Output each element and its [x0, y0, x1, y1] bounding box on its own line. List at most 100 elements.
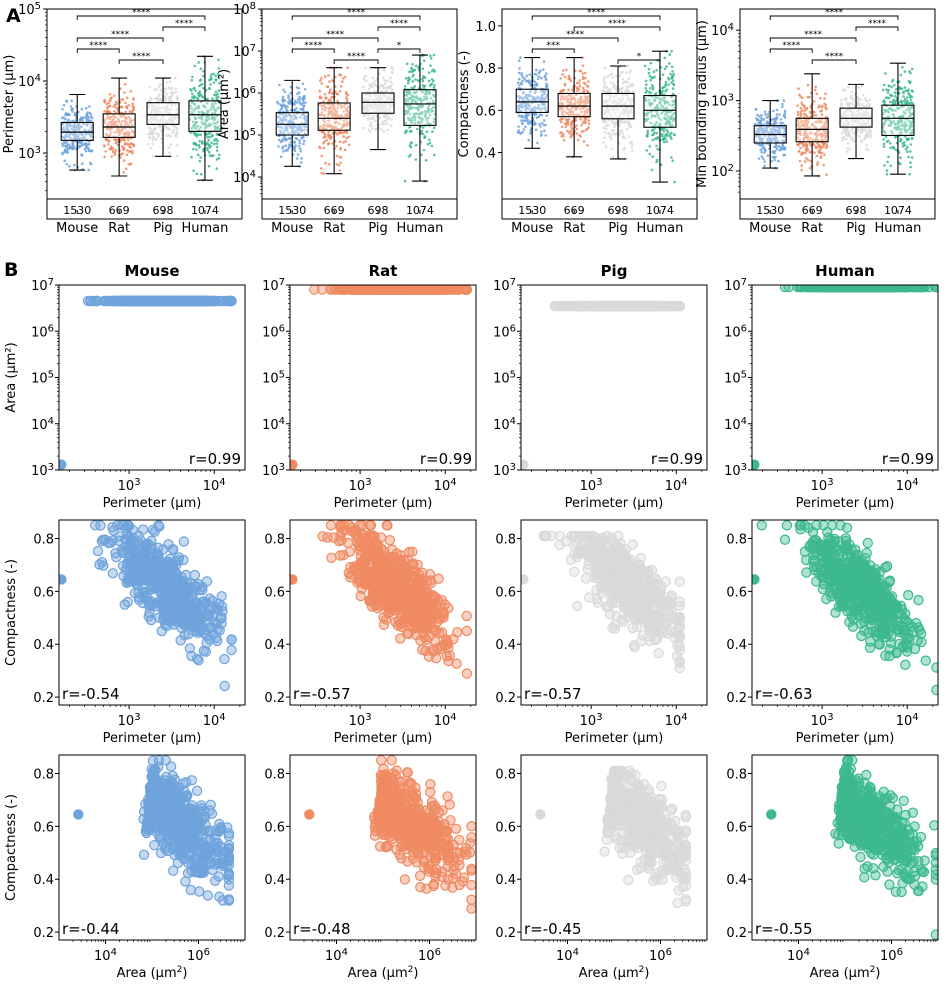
box-iqr	[795, 117, 829, 143]
point	[559, 131, 562, 134]
point	[520, 73, 523, 77]
point	[118, 131, 122, 134]
point	[906, 150, 909, 154]
point	[848, 148, 852, 151]
point	[655, 131, 659, 135]
point	[123, 143, 127, 146]
point	[198, 94, 201, 98]
point	[888, 100, 892, 104]
point	[198, 140, 201, 143]
point	[300, 136, 304, 140]
point	[521, 79, 525, 83]
point	[209, 76, 213, 79]
point	[81, 143, 84, 147]
point	[661, 86, 665, 89]
point	[297, 144, 301, 148]
point	[326, 142, 330, 146]
significance-bracket: ****	[291, 41, 335, 53]
point	[823, 153, 826, 156]
point	[431, 130, 434, 134]
point	[860, 140, 863, 144]
point	[148, 127, 152, 130]
y-tick-label: 105	[233, 127, 256, 144]
point	[405, 129, 408, 132]
point	[631, 149, 634, 153]
point	[627, 125, 631, 128]
point	[190, 155, 193, 159]
box-iqr	[839, 107, 873, 128]
point	[814, 85, 817, 89]
point	[424, 159, 428, 162]
point	[287, 145, 291, 149]
point	[65, 145, 69, 148]
point	[406, 81, 410, 85]
point	[320, 171, 324, 175]
point	[673, 133, 676, 137]
point	[857, 98, 860, 101]
point	[151, 135, 155, 139]
point	[132, 97, 135, 100]
point	[605, 127, 608, 131]
point	[801, 142, 804, 145]
point	[371, 127, 374, 131]
point	[859, 131, 863, 134]
point	[61, 142, 64, 145]
significance-label: ****	[804, 30, 823, 40]
point	[73, 127, 77, 130]
point	[621, 86, 624, 90]
significance-label: ****	[111, 30, 130, 40]
point	[781, 144, 785, 148]
point	[378, 116, 382, 120]
panel-label-a: A	[6, 5, 21, 27]
point	[822, 163, 825, 167]
point	[338, 89, 342, 93]
point	[868, 98, 871, 102]
point	[864, 147, 868, 151]
point	[282, 150, 285, 153]
point	[277, 138, 281, 142]
point	[584, 76, 587, 80]
point	[894, 88, 898, 91]
significance-bracket: ****	[811, 52, 857, 64]
point	[662, 140, 666, 144]
point	[426, 142, 430, 146]
point	[217, 153, 221, 157]
point	[413, 85, 417, 88]
point	[602, 141, 605, 144]
point	[69, 105, 73, 108]
point	[325, 138, 328, 142]
point	[155, 118, 159, 122]
point	[782, 153, 785, 157]
point	[806, 83, 810, 87]
point	[304, 101, 307, 104]
point	[174, 76, 177, 80]
point	[63, 150, 67, 154]
point	[904, 89, 908, 92]
point	[119, 105, 122, 109]
point	[66, 150, 69, 154]
point	[606, 75, 610, 78]
point	[70, 108, 73, 111]
point	[903, 86, 907, 89]
point	[86, 123, 89, 126]
point	[887, 88, 890, 92]
point	[374, 79, 378, 82]
point	[520, 119, 523, 122]
point	[798, 159, 802, 163]
point	[561, 73, 564, 76]
point	[87, 119, 91, 122]
point	[117, 133, 121, 137]
point	[567, 88, 570, 92]
point	[582, 81, 586, 85]
point	[130, 119, 133, 123]
point	[386, 128, 389, 132]
point	[562, 138, 566, 142]
point	[113, 94, 116, 98]
point	[603, 83, 606, 86]
point	[109, 123, 113, 127]
point	[820, 113, 824, 116]
point	[61, 151, 64, 155]
y-tick-label: 104	[18, 73, 41, 90]
significance-bracket: ****	[377, 19, 421, 31]
point	[909, 71, 912, 75]
